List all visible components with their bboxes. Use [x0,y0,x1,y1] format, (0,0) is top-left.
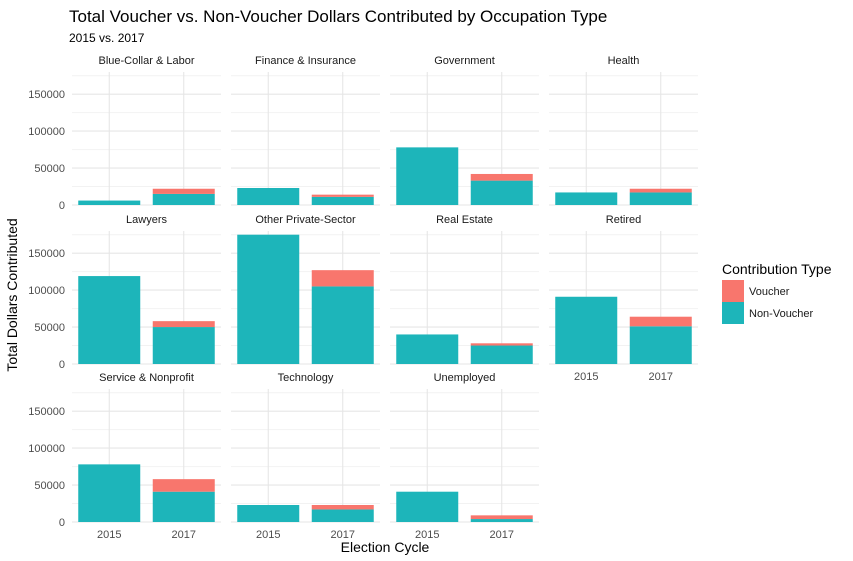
x-tick-label: 2017 [649,371,673,383]
legend-label: Voucher [749,286,790,298]
y-tick-label: 50000 [34,322,65,334]
x-tick-label: 2017 [172,529,196,541]
bar-non-voucher [396,334,459,364]
bar-voucher [311,505,374,510]
x-tick-label: 2015 [415,529,439,541]
chart-title: Total Voucher vs. Non-Voucher Dollars Co… [69,7,607,26]
y-tick-label: 0 [59,517,65,529]
bar-non-voucher [78,464,141,522]
x-axis-label: Election Cycle [341,539,430,555]
legend: Contribution Type Voucher Non-Voucher [722,261,832,324]
y-tick-label: 100000 [28,285,65,297]
facet-label: Unemployed [434,372,496,384]
x-tick-label: 2017 [331,529,355,541]
bar-voucher [629,188,692,193]
bar-non-voucher [470,345,533,364]
bar-non-voucher [311,196,374,205]
bar-voucher [629,316,692,327]
legend-label: Non-Voucher [749,308,814,320]
facet-panels: Blue-Collar & Labor 0 50000 100000 150000 Fin… [28,55,698,541]
bar-non-voucher [311,286,374,364]
bar-non-voucher [470,519,533,522]
y-tick-label: 150000 [28,89,65,101]
facet-panel: Real Estate [390,214,539,365]
y-tick-label: 100000 [28,126,65,138]
bar-non-voucher [78,276,141,364]
x-tick-label: 2015 [574,371,598,383]
facet-panel: Lawyers 0 50000 100000 150000 [28,214,221,371]
facet-label: Health [608,55,640,67]
facet-panel: Other Private-Sector [231,214,380,365]
bar-voucher [152,479,215,492]
y-tick-label: 150000 [28,248,65,260]
bar-non-voucher [396,147,459,205]
bar-non-voucher [152,327,215,364]
facet-label: Finance & Insurance [255,55,356,67]
bar-non-voucher [555,192,618,205]
bar-non-voucher [152,193,215,205]
bar-non-voucher [470,180,533,205]
bar-non-voucher [629,326,692,364]
facet-panel: Government [390,55,539,206]
bar-non-voucher [152,491,215,522]
facet-panel: Unemployed 2015 2017 [390,372,539,541]
facet-label: Blue-Collar & Labor [99,55,195,67]
bar-voucher [311,194,374,197]
x-tick-label: 2015 [256,529,280,541]
bar-voucher [152,321,215,328]
facet-label: Service & Nonprofit [99,372,194,384]
bar-voucher [152,188,215,194]
legend-title: Contribution Type [722,261,832,277]
facet-label: Government [434,55,495,67]
y-tick-label: 50000 [34,480,65,492]
bar-non-voucher [629,192,692,205]
facet-panel: Health [549,55,698,206]
bar-non-voucher [237,505,300,522]
bar-voucher [470,343,533,346]
legend-key-voucher [722,280,744,302]
y-tick-label: 0 [59,200,65,212]
facet-panel: Technology 2015 2017 [231,372,380,541]
y-tick-label: 0 [59,359,65,371]
facet-label: Lawyers [126,214,167,226]
x-tick-label: 2017 [490,529,514,541]
x-tick-label: 2015 [97,529,121,541]
facet-panel: Blue-Collar & Labor 0 50000 100000 150000 [28,55,221,212]
legend-key-non-voucher [722,302,744,324]
y-tick-label: 150000 [28,406,65,418]
y-tick-label: 100000 [28,443,65,455]
y-axis-label: Total Dollars Contributed [4,218,20,371]
facet-panel: Service & Nonprofit 0 50000 100000 150000 201… [28,372,221,541]
bar-non-voucher [78,200,141,205]
facet-label: Other Private-Sector [255,214,356,226]
bar-voucher [470,515,533,520]
bar-non-voucher [396,491,459,522]
facet-label: Real Estate [436,214,493,226]
bar-non-voucher [311,509,374,522]
bar-voucher [311,270,374,287]
bar-non-voucher [237,188,300,205]
chart-subtitle: 2015 vs. 2017 [69,31,145,45]
facet-panel: Retired 2015 2017 [549,214,698,383]
facet-panel: Finance & Insurance [231,55,380,206]
y-tick-label: 50000 [34,163,65,175]
facet-label: Technology [278,372,334,384]
bar-non-voucher [237,234,300,364]
facet-label: Retired [606,214,641,226]
bar-voucher [470,173,533,181]
bar-non-voucher [555,296,618,364]
